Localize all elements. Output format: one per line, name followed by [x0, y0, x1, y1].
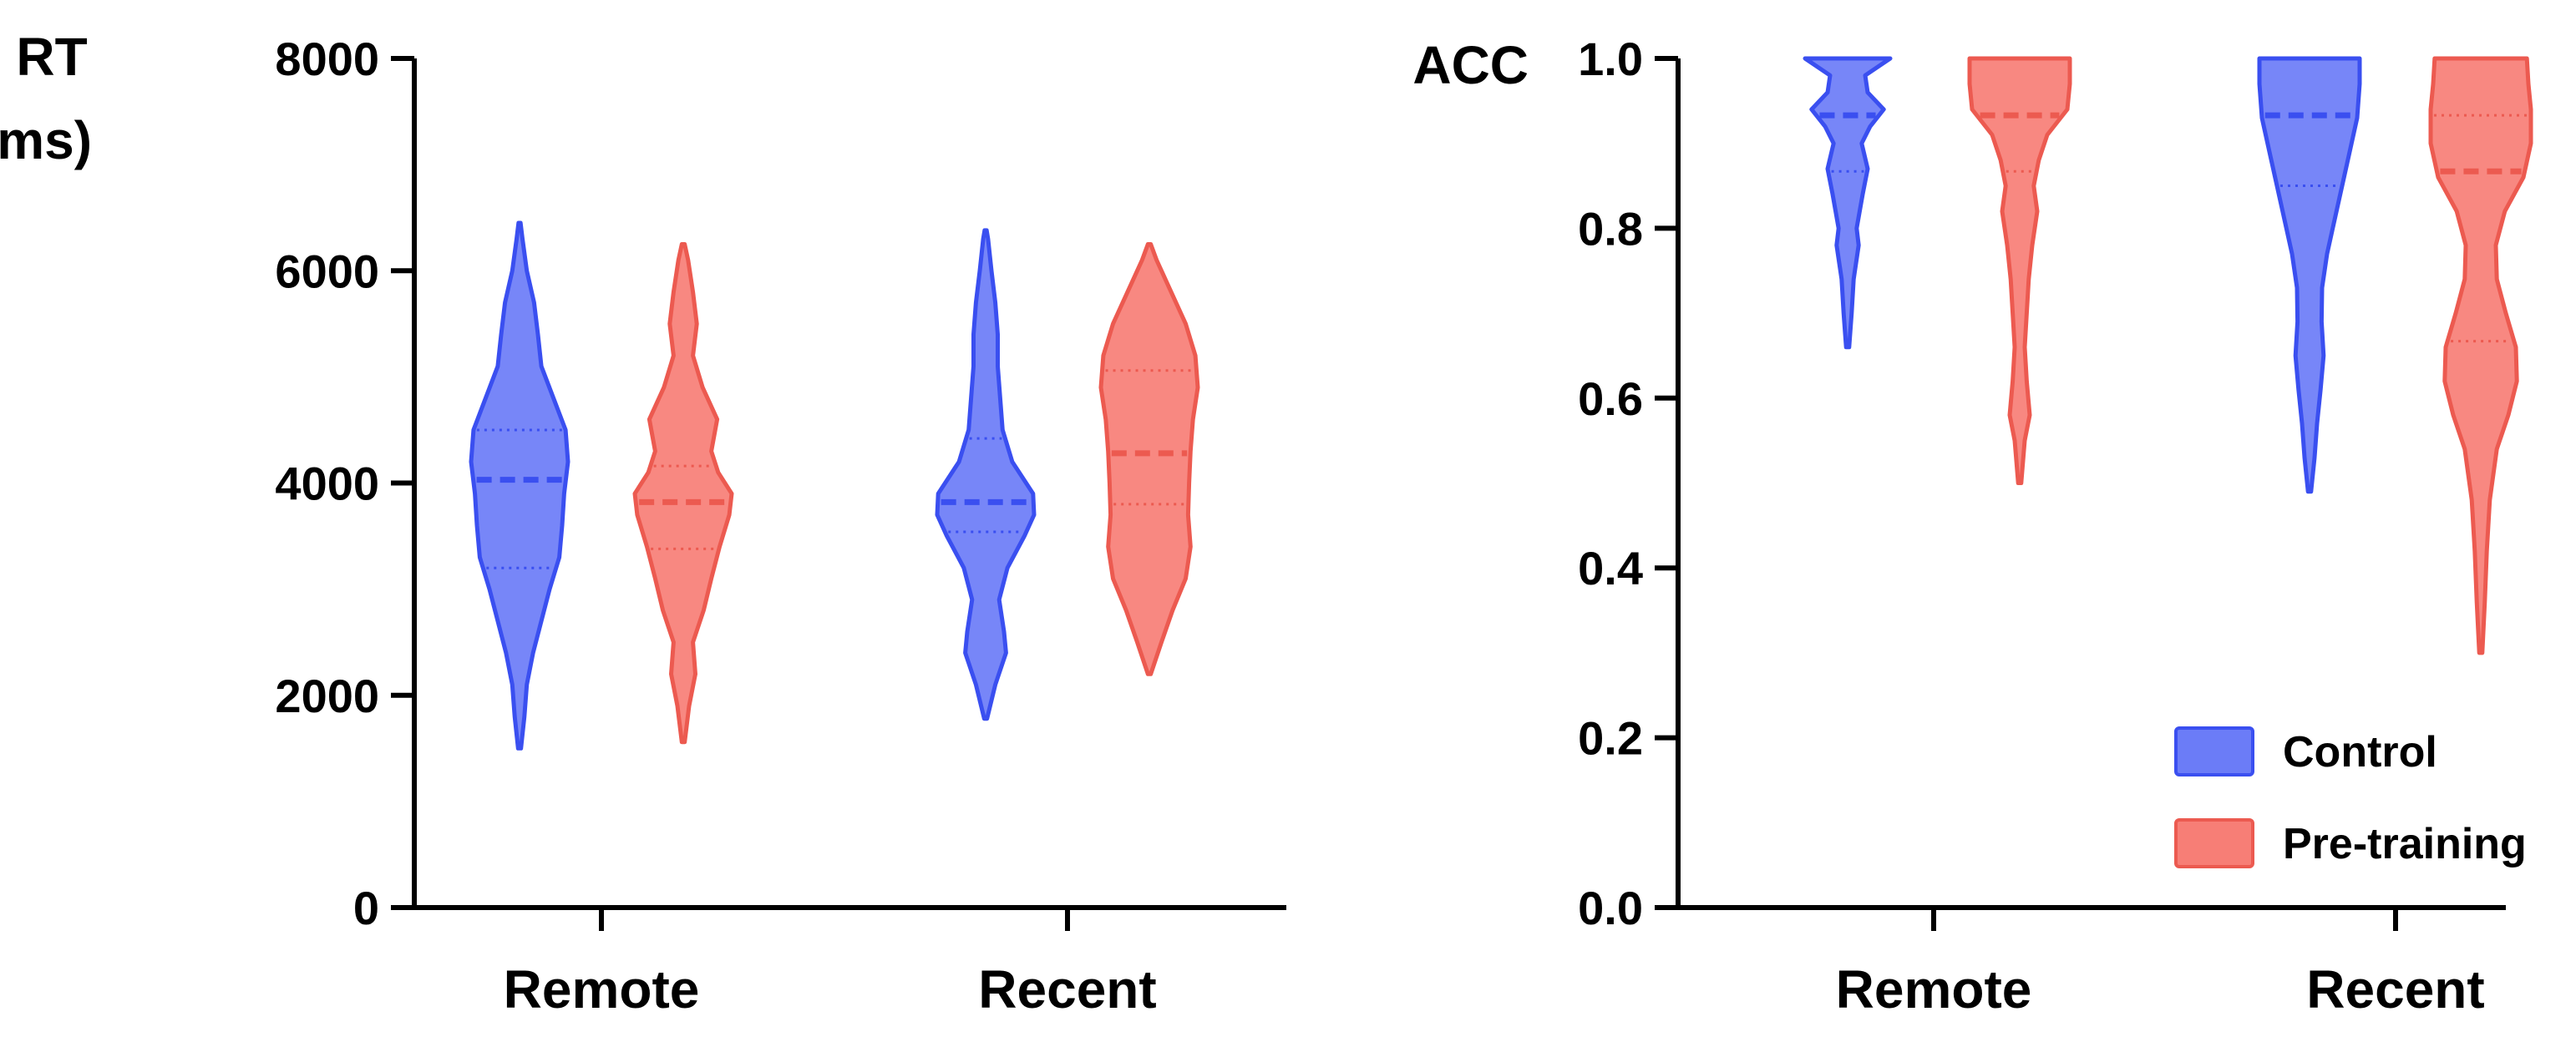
- legend-swatch-pretraining: [2174, 818, 2254, 868]
- rt-ylabel-line1: RT: [16, 27, 87, 87]
- rt-ylabel-line2: (ms): [0, 110, 92, 170]
- legend: Control Pre-training: [2174, 726, 2527, 868]
- acc-x-ticks: Remote Recent: [1836, 908, 2485, 1019]
- rt-violin-remote-pretraining: [632, 242, 734, 745]
- rt-violin-recent-pretraining-body: [1098, 242, 1200, 676]
- acc-xtick-label-remote: Remote: [1836, 959, 2032, 1019]
- acc-ytick-label: 0.6: [1578, 372, 1643, 425]
- acc-violin-remote-control: [1803, 56, 1893, 350]
- rt-x-ticks: Remote Recent: [504, 908, 1157, 1019]
- rt-violin-recent-pretraining: [1098, 242, 1200, 676]
- acc-ytick-label: 1.0: [1578, 33, 1643, 85]
- acc-ytick-label: 0.0: [1578, 882, 1643, 934]
- acc-violin-recent-pretraining-body: [2428, 56, 2533, 655]
- rt-ytick-label: 8000: [275, 33, 379, 85]
- acc-ytick-label: 0.8: [1578, 202, 1643, 255]
- rt-violin-remote-control-body: [469, 220, 570, 751]
- rt-ytick-label: 0: [353, 882, 379, 934]
- rt-violin-remote-pretraining-body: [632, 242, 734, 745]
- acc-xtick-label-recent: Recent: [2306, 959, 2484, 1019]
- rt-violin-recent-control: [935, 228, 1037, 721]
- acc-ylabel-line1: ACC: [1412, 35, 1529, 95]
- rt-ytick-label: 2000: [275, 670, 379, 722]
- rt-xtick-label-recent: Recent: [978, 959, 1156, 1019]
- acc-violin-remote-pretraining-body: [1967, 56, 2072, 485]
- rt-xtick-label-remote: Remote: [504, 959, 700, 1019]
- acc-ytick-label: 0.4: [1578, 542, 1643, 594]
- acc-violin-recent-control: [2257, 56, 2362, 494]
- acc-ytick-label: 0.2: [1578, 712, 1643, 765]
- rt-ytick-label: 4000: [275, 458, 379, 510]
- acc-y-ticks: 0.0 0.2 0.4 0.6 0.8 1.0: [1578, 33, 1678, 934]
- rt-violin-remote-control: [469, 220, 570, 751]
- acc-chart-panel: ACC 0.0 0.2 0.4 0.6 0.8 1.0 Remote Recent Cont…: [1412, 33, 2533, 1019]
- rt-ytick-label: 6000: [275, 245, 379, 297]
- legend-label-pretraining: Pre-training: [2283, 820, 2527, 868]
- rt-chart-panel: RT (ms) 0 2000 4000 6000 8000 Remote Recent: [0, 27, 1286, 1019]
- rt-violins-group: [469, 220, 1200, 751]
- acc-violin-recent-pretraining: [2428, 56, 2533, 655]
- legend-swatch-control: [2174, 726, 2254, 776]
- acc-violin-remote-control-body: [1803, 56, 1893, 350]
- acc-violins-group: [1803, 56, 2533, 655]
- acc-violin-recent-control-body: [2257, 56, 2362, 494]
- acc-violin-remote-pretraining: [1967, 56, 2072, 485]
- rt-y-ticks: 0 2000 4000 6000 8000: [275, 33, 414, 934]
- rt-violin-recent-control-body: [935, 228, 1037, 721]
- legend-label-control: Control: [2283, 728, 2437, 776]
